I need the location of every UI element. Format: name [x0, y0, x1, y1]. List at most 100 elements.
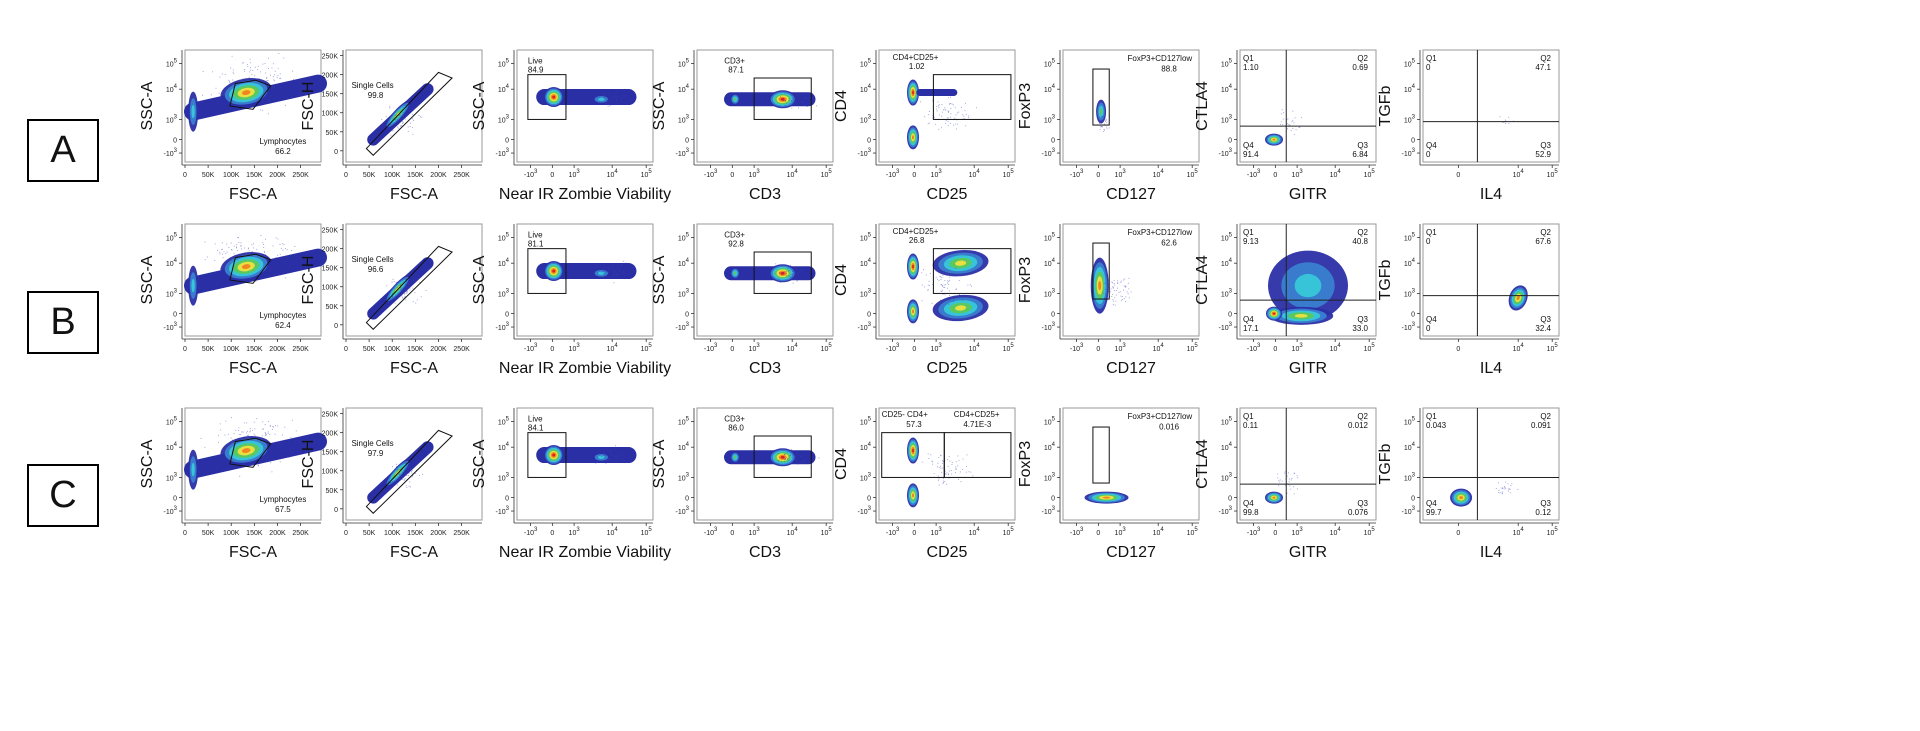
x-tick-label: 104: [607, 343, 619, 353]
event-dot: [404, 474, 406, 476]
event-dot: [928, 114, 930, 116]
event-dot: [251, 73, 253, 75]
event-dot: [263, 246, 265, 248]
density-plot: [1450, 481, 1519, 507]
event-dot: [257, 65, 259, 67]
event-dot: [273, 98, 274, 100]
panel-b-ctla4: -103 0 103 104 1051051041030-103GITRCTLA4Q19…: [1194, 223, 1377, 377]
event-dot: [791, 95, 793, 97]
x-tick-label: 200K: [430, 530, 447, 537]
event-dot: [1106, 126, 1108, 128]
event-dot: [249, 428, 251, 430]
event-dot: [949, 103, 951, 105]
x-axis-title: CD25: [927, 186, 968, 203]
event-dot: [945, 274, 947, 276]
gate-value: 84.1: [528, 423, 544, 432]
y-tick-label: 50K: [326, 130, 339, 137]
event-dot: [276, 263, 278, 265]
event-dot: [957, 274, 959, 276]
event-dot: [1119, 291, 1121, 293]
event-dot: [941, 127, 943, 129]
event-dot: [946, 472, 948, 474]
event-dot: [1282, 118, 1284, 120]
y-tick-label: 0: [173, 496, 177, 503]
event-dot: [386, 285, 388, 287]
event-dot: [785, 458, 787, 460]
gate-value: 4.71E-3: [963, 420, 992, 429]
event-dot: [792, 105, 794, 107]
x-tick-label: 0: [1096, 172, 1100, 179]
event-dot: [614, 92, 616, 94]
event-dot: [949, 290, 951, 292]
event-dot: [1297, 477, 1299, 479]
gate-label: CD4+CD25+: [893, 53, 939, 62]
event-dot: [793, 278, 795, 280]
event-dot: [604, 97, 606, 98]
event-dot: [950, 103, 952, 105]
event-dot: [622, 260, 624, 262]
y-tick-label: 105: [1221, 416, 1233, 426]
y-tick-label: 105: [1404, 58, 1416, 68]
event-dot: [781, 461, 783, 463]
event-dot: [941, 285, 943, 287]
event-dot: [265, 433, 267, 435]
event-dot: [392, 296, 393, 298]
event-dot: [928, 111, 930, 112]
event-dot: [802, 94, 804, 96]
x-tick-label: -103: [1070, 169, 1084, 179]
event-dot: [397, 296, 399, 298]
event-dot: [937, 267, 939, 269]
gate-value: 92.8: [728, 239, 744, 248]
event-dot: [799, 269, 801, 271]
event-dot: [395, 282, 397, 283]
event-dot: [1293, 472, 1295, 474]
x-tick-label: 250K: [453, 172, 470, 179]
x-axis-title: IL4: [1480, 360, 1502, 377]
event-dot: [267, 68, 269, 69]
event-dot: [401, 117, 403, 119]
event-dot: [402, 106, 404, 108]
x-tick-label: -103: [704, 343, 718, 353]
event-dot: [1116, 290, 1118, 292]
event-dot: [612, 97, 614, 99]
gate-value: 0.016: [1159, 422, 1180, 431]
dead-cluster: [591, 452, 612, 463]
event-dot: [200, 438, 202, 439]
event-dot: [947, 269, 949, 271]
event-dot: [1102, 116, 1104, 118]
x-tick-label: 200K: [430, 346, 447, 353]
plot-frame: [1239, 407, 1377, 521]
event-dot: [937, 101, 939, 103]
event-dot: [785, 100, 786, 102]
event-dot: [1498, 489, 1500, 491]
event-dot: [612, 268, 614, 270]
panel-a-cd3: -103 0 103 104 1051051041030-103CD3SSC-ACD3+…: [651, 49, 834, 203]
event-dot: [793, 273, 795, 275]
event-dot: [952, 124, 954, 126]
event-dot: [779, 105, 781, 107]
event-dot: [806, 106, 808, 108]
event-dot: [402, 473, 404, 475]
event-dot: [608, 458, 610, 460]
event-dot: [944, 107, 946, 109]
event-dot: [955, 267, 957, 269]
event-dot: [1279, 481, 1281, 483]
event-dot: [948, 281, 950, 283]
density-contour: [780, 97, 785, 101]
x-tick-label: 0: [344, 346, 348, 353]
x-tick-label: 103: [749, 527, 761, 537]
density-contour: [912, 448, 914, 453]
x-tick-label: 200K: [269, 530, 286, 537]
event-dot: [937, 462, 939, 464]
event-dot: [274, 433, 276, 435]
event-dot: [405, 115, 407, 117]
density-plot: [1265, 471, 1299, 504]
event-dot: [949, 123, 951, 124]
quadrant-label-q3: Q3: [1540, 141, 1551, 150]
event-dot: [277, 238, 279, 240]
y-tick-label: 50K: [326, 304, 339, 311]
panel-b-cd4cd25: -103 0 103 104 1051051041030-103CD25CD4CD4+C…: [833, 223, 1016, 377]
x-axis-title: FSC-A: [390, 186, 438, 203]
event-dot: [1509, 488, 1511, 490]
density-contour: [241, 264, 251, 269]
